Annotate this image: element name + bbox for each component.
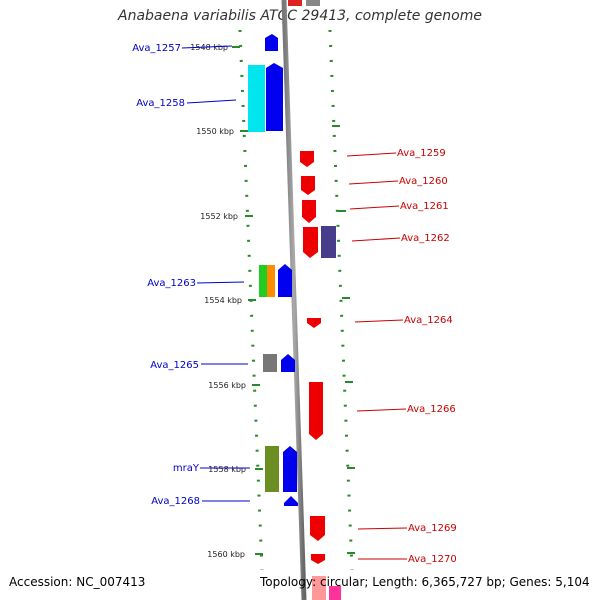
right-leader-lines	[346, 152, 408, 560]
gene-label[interactable]: Ava_1264	[404, 315, 453, 326]
gene-block	[281, 354, 295, 372]
gene-block	[302, 200, 316, 223]
gene-block	[283, 446, 297, 492]
scale-label: 1552 kbp	[200, 212, 238, 221]
scale-label: 1550 kbp	[196, 127, 234, 136]
scale-ticks	[232, 46, 355, 555]
gene-label[interactable]: Ava_1268	[151, 496, 200, 507]
gene-block	[303, 227, 318, 258]
scale-label: 1558 kbp	[208, 465, 246, 474]
accession-text: Accession: NC_007413	[9, 575, 146, 589]
topology-text: Topology: circular; Length: 6,365,727 bp…	[260, 575, 590, 589]
gene-block	[307, 318, 321, 328]
left-gene-blocks	[248, 34, 298, 506]
gene-label[interactable]: Ava_1257	[132, 43, 181, 54]
left-leader-lines	[181, 45, 250, 502]
gene-block	[309, 382, 323, 440]
gene-block	[259, 265, 267, 297]
map-title: Anabaena variabilis ATCC 29413, complete…	[118, 8, 482, 24]
scale-label: 1556 kbp	[208, 381, 246, 390]
gene-block	[278, 264, 292, 297]
gene-label[interactable]: Ava_1259	[397, 148, 446, 159]
gene-block	[310, 516, 325, 541]
gene-block	[265, 446, 279, 492]
gene-label[interactable]: Ava_1270	[408, 554, 457, 565]
gene-block	[311, 554, 325, 564]
gene-label[interactable]: Ava_1260	[399, 176, 448, 187]
gene-block	[301, 176, 315, 195]
gene-label[interactable]: Ava_1262	[401, 233, 450, 244]
top-feature-gray	[306, 0, 320, 6]
scale-label: 1560 kbp	[207, 550, 245, 559]
gene-block	[266, 63, 283, 131]
gene-block	[300, 151, 314, 167]
gene-block	[312, 576, 326, 600]
genome-backbone	[281, 0, 307, 600]
gene-block	[263, 354, 277, 372]
gene-label[interactable]: Ava_1263	[147, 278, 196, 289]
scale-label: 1548 kbp	[190, 43, 228, 52]
gene-label[interactable]: Ava_1266	[407, 404, 456, 415]
right-gene-blocks	[300, 151, 341, 600]
gene-block	[248, 65, 265, 132]
top-feature-red	[288, 0, 302, 6]
gene-label[interactable]: Ava_1261	[400, 201, 449, 212]
gene-label[interactable]: mraY	[173, 463, 200, 474]
gene-block	[267, 265, 275, 297]
gene-block	[284, 496, 298, 506]
scale-label: 1554 kbp	[204, 296, 242, 305]
gene-block	[265, 34, 278, 51]
gene-block	[321, 226, 336, 258]
gene-label[interactable]: Ava_1258	[136, 98, 185, 109]
gene-label[interactable]: Ava_1269	[408, 523, 457, 534]
gene-block	[329, 586, 341, 600]
gene-label[interactable]: Ava_1265	[150, 360, 199, 371]
